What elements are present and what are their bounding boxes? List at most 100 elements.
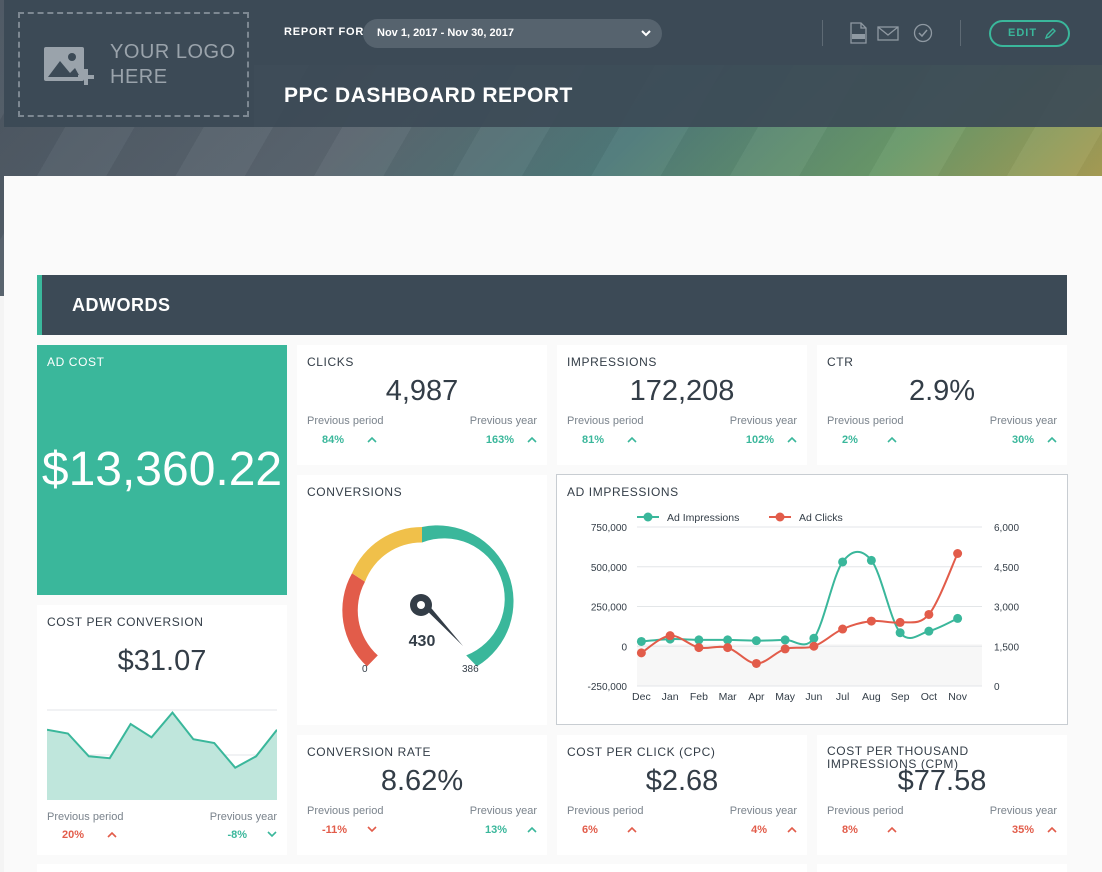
legend-label[interactable]: Ad Clicks: [799, 512, 843, 524]
logo-placeholder[interactable]: YOUR LOGO HERE: [18, 12, 249, 117]
x-tick-label: Oct: [921, 691, 937, 703]
gauge-segment-yellow: [352, 526, 422, 582]
cpm-value: $77.58: [897, 765, 987, 797]
ad-cost-card[interactable]: AD COST $13,360.22: [37, 345, 287, 595]
prev-year-label: Previous year: [989, 415, 1057, 427]
ad-impressions-chart: 750,000 500,000 250,000 0 -250,000 6,000 4,500…: [588, 512, 1020, 703]
ctr-card[interactable]: CTR 2.9% Previous period Previous year 2…: [817, 345, 1067, 465]
data-point-ad-impressions[interactable]: [895, 628, 905, 638]
prev-period-value: 20%: [62, 829, 85, 841]
cost-per-conversion-card[interactable]: COST PER CONVERSION $31.07 Previous peri…: [37, 605, 287, 855]
data-point-ad-impressions[interactable]: [809, 633, 819, 643]
data-point-ad-clicks[interactable]: [866, 616, 876, 626]
data-point-ad-clicks[interactable]: [924, 609, 934, 619]
conversion-rate-card[interactable]: CONVERSION RATE 8.62% Previous period Pr…: [297, 735, 547, 855]
prev-period-value: 2%: [842, 434, 858, 446]
legend-label[interactable]: Ad Impressions: [667, 512, 739, 524]
x-tick-label: May: [775, 691, 796, 703]
data-point-ad-clicks[interactable]: [838, 624, 848, 634]
prev-period-label: Previous period: [827, 805, 904, 817]
edit-button[interactable]: EDIT: [989, 20, 1070, 47]
arrow-up-icon: [627, 436, 637, 443]
card-label: AD COST: [47, 355, 105, 369]
date-range-value: Nov 1, 2017 - Nov 30, 2017: [377, 27, 514, 39]
cpc-card[interactable]: COST PER CLICK (CPC) $2.68 Previous peri…: [557, 735, 807, 855]
prev-year-label: Previous year: [729, 805, 797, 817]
y-tick-label-right: 0: [994, 682, 1000, 693]
sparkline-area: [47, 712, 277, 800]
check-circle-icon[interactable]: [912, 22, 934, 44]
data-point-ad-clicks[interactable]: [723, 643, 733, 653]
data-point-ad-clicks[interactable]: [751, 658, 761, 668]
cpm-card[interactable]: COST PER THOUSAND IMPRESSIONS (CPM) $77.…: [817, 735, 1067, 855]
y-tick-label-right: 3,000: [994, 603, 1019, 614]
prev-period-label: Previous period: [827, 415, 904, 427]
prev-year-value: 163%: [485, 434, 514, 446]
data-point-ad-impressions[interactable]: [838, 557, 848, 567]
prev-period-label: Previous period: [47, 811, 124, 823]
mail-icon[interactable]: [877, 22, 899, 44]
prev-year-label: Previous year: [729, 415, 797, 427]
legend-marker: [643, 512, 653, 522]
section-title: ADWORDS: [72, 295, 171, 315]
ctr-value: 2.9%: [908, 375, 976, 407]
prev-year-label: Previous year: [989, 805, 1057, 817]
impressions-card[interactable]: IMPRESSIONS 172,208 Previous period Prev…: [557, 345, 807, 465]
card-label: COST PER CONVERSION: [47, 615, 204, 629]
gauge-min-label: 0: [362, 664, 368, 675]
data-point-ad-impressions[interactable]: [866, 555, 876, 565]
date-range-select[interactable]: Nov 1, 2017 - Nov 30, 2017: [363, 19, 662, 48]
section-header-adwords: ADWORDS: [37, 275, 1067, 335]
logo-line-2: HERE: [110, 65, 168, 88]
data-point-ad-clicks[interactable]: [694, 643, 704, 653]
prev-year-label: Previous year: [209, 811, 277, 823]
data-point-ad-clicks[interactable]: [953, 549, 963, 558]
conversions-card[interactable]: CONVERSIONS 430 0 386: [297, 475, 547, 725]
data-point-ad-clicks[interactable]: [780, 644, 790, 654]
plot-band-lower: [637, 644, 982, 686]
data-point-ad-impressions[interactable]: [636, 636, 646, 646]
prev-year-value: 30%: [1011, 434, 1034, 446]
conversion-rate-value: 8.62%: [380, 765, 464, 797]
arrow-up-icon: [527, 436, 537, 443]
y-tick-label-right: 1,500: [994, 642, 1019, 653]
title-bar: [254, 65, 1102, 127]
impressions-value: 172,208: [629, 375, 735, 407]
x-tick-label: Jul: [836, 691, 849, 703]
data-point-ad-impressions[interactable]: [751, 636, 761, 646]
prev-period-value: 6%: [582, 824, 598, 836]
next-row-card: [817, 864, 1067, 872]
arrow-up-icon: [787, 436, 797, 443]
arrow-down-icon: [267, 831, 277, 838]
gauge-max-label: 386: [462, 664, 479, 675]
chart-title: AD IMPRESSIONS: [567, 485, 679, 499]
data-point-ad-impressions[interactable]: [924, 626, 934, 636]
logo-area: YOUR LOGO HERE: [4, 0, 254, 127]
data-point-ad-impressions[interactable]: [694, 635, 704, 645]
cpc-value: $2.68: [645, 765, 719, 797]
ad-impressions-card[interactable]: AD IMPRESSIONS 750,000 500,000 250,000 0 -25…: [556, 474, 1068, 725]
data-point-ad-impressions[interactable]: [723, 635, 733, 645]
y-tick-label-left: 500,000: [591, 563, 628, 574]
prev-period-label: Previous period: [567, 415, 644, 427]
data-point-ad-clicks[interactable]: [809, 641, 819, 651]
image-add-icon: [42, 43, 100, 87]
y-tick-label-right: 6,000: [994, 523, 1019, 534]
clicks-card[interactable]: CLICKS 4,987 Previous period Previous ye…: [297, 345, 547, 465]
data-point-ad-clicks[interactable]: [665, 631, 675, 641]
pdf-icon[interactable]: [847, 22, 869, 44]
data-point-ad-impressions[interactable]: [953, 613, 963, 623]
prev-period-value: 8%: [842, 824, 858, 836]
data-point-ad-clicks[interactable]: [895, 617, 905, 627]
toolbar-divider: [822, 20, 823, 46]
card-label: COST PER THOUSAND IMPRESSIONS (CPM): [827, 744, 969, 771]
sparkline-line: [47, 711, 277, 769]
edit-label: EDIT: [1008, 27, 1038, 39]
y-tick-label-left: 250,000: [591, 603, 628, 614]
arrow-up-icon: [527, 826, 537, 833]
prev-year-value: -8%: [227, 829, 247, 841]
card-label: CTR: [827, 355, 854, 369]
data-point-ad-impressions[interactable]: [780, 635, 790, 645]
data-point-ad-clicks[interactable]: [636, 648, 646, 658]
logo-text: YOUR LOGO HERE: [110, 40, 236, 90]
